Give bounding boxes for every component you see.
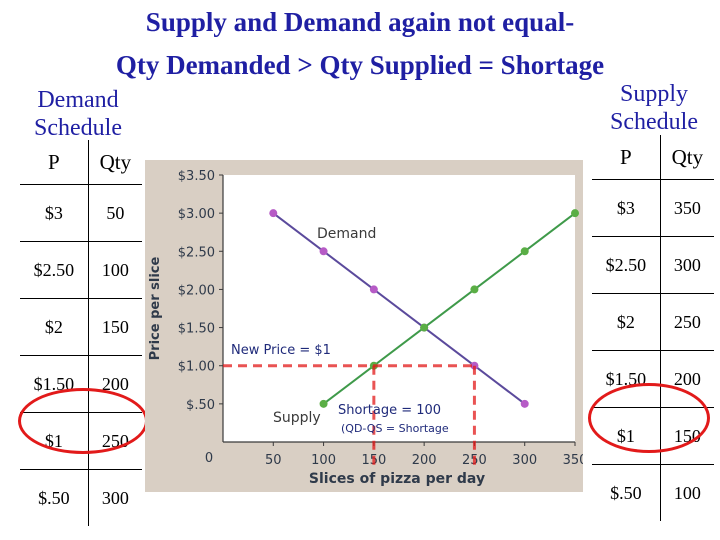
supply-row: $3 350 xyxy=(592,179,714,237)
supply-point xyxy=(520,247,529,256)
x-tick-label: 200 xyxy=(412,453,437,468)
x-tick-label: 100 xyxy=(311,453,336,468)
x-tick-label: 300 xyxy=(512,453,537,468)
supply-demand-chart: $3.50 $3.00 $2.50 $2.00 $1.50 $1.00 $.50 0 50 100… xyxy=(145,160,587,492)
demand-schedule-title-line-2: Schedule xyxy=(34,115,122,141)
demand-qty: 150 xyxy=(87,298,142,356)
supply-schedule-title: Supply Schedule xyxy=(596,80,712,136)
demand-schedule-header: P Qty xyxy=(20,140,142,185)
supply-point xyxy=(571,209,579,218)
supply-point xyxy=(470,285,479,294)
supply-price: $2 xyxy=(592,293,661,351)
supply-price: $3 xyxy=(616,197,635,218)
supply-point xyxy=(319,399,328,408)
demand-row: $2.50 100 xyxy=(20,241,142,299)
y-tick-label: $2.00 xyxy=(178,283,215,298)
supply-curve xyxy=(322,212,576,405)
supply-row: $2.50 300 xyxy=(592,236,714,294)
new-price-annotation: New Price = $1 xyxy=(231,343,331,358)
supply-qty: 100 xyxy=(659,464,714,521)
supply-qty: 350 xyxy=(659,179,714,237)
supply-qty: 250 xyxy=(659,293,714,351)
supply-header-price: P xyxy=(592,135,661,180)
chart-svg: $3.50 $3.00 $2.50 $2.00 $1.50 $1.00 $.50 0 50 100… xyxy=(145,160,587,492)
supply-price: $.50 xyxy=(592,464,661,521)
demand-schedule-table: P Qty $3 50 $2.50 100 $2 150 $1.50 200 $1 250… xyxy=(20,140,142,526)
demand-row: $2 150 xyxy=(20,298,142,356)
demand-curve-label: Demand xyxy=(317,226,376,242)
demand-row: $.50 300 xyxy=(20,469,142,526)
y-tick-label: $3.00 xyxy=(178,207,215,222)
supply-row: $.50 100 xyxy=(592,464,714,521)
supply-schedule-title-line-1: Supply xyxy=(619,81,688,107)
supply-schedule-title-line-2: Schedule xyxy=(610,109,698,135)
y-tick-label: $.50 xyxy=(186,398,215,413)
y-tick-label: $1.00 xyxy=(178,360,215,375)
shortage-note: (QD-QS = Shortage xyxy=(341,422,449,435)
title-line-1: Supply and Demand again not equal- xyxy=(145,7,575,37)
supply-schedule-header: P Qty xyxy=(592,135,714,180)
demand-point xyxy=(520,399,529,408)
supply-highlight-circle xyxy=(588,383,710,453)
origin-label: 0 xyxy=(205,451,213,466)
x-tick-label: 350 xyxy=(563,453,583,468)
supply-curve-label: Supply xyxy=(273,410,321,426)
demand-qty: 50 xyxy=(87,184,142,242)
supply-header-qty: Qty xyxy=(659,135,714,180)
y-axis-label: Price per slice xyxy=(148,256,163,360)
demand-highlight-circle xyxy=(18,388,148,454)
title-line-2: Qty Demanded > Qty Supplied = Shortage xyxy=(115,50,605,80)
supply-price: $2.50 xyxy=(592,236,661,294)
demand-qty: 100 xyxy=(87,241,142,299)
demand-point xyxy=(319,247,328,256)
supply-point xyxy=(420,323,429,332)
x-tick-label: 50 xyxy=(265,453,282,468)
y-tick-label: $2.50 xyxy=(178,245,215,260)
supply-row: $2 250 xyxy=(592,293,714,351)
demand-schedule-title-line-1: Demand xyxy=(37,87,119,113)
demand-price: $3 xyxy=(44,202,63,223)
y-tick-label: $3.50 xyxy=(178,169,215,184)
demand-point xyxy=(269,209,278,218)
shortage-annotation: Shortage = 100 xyxy=(338,403,441,418)
y-tick-label: $1.50 xyxy=(178,322,215,337)
supply-qty: 300 xyxy=(659,236,714,294)
demand-header-price: P xyxy=(20,140,89,185)
demand-point xyxy=(369,285,378,294)
demand-curve xyxy=(272,212,526,405)
demand-qty: 300 xyxy=(87,469,142,526)
demand-price: $2 xyxy=(20,298,89,356)
demand-header-qty: Qty xyxy=(87,140,142,185)
demand-price: $2.50 xyxy=(20,241,89,299)
demand-price: $.50 xyxy=(20,469,89,526)
x-axis-label: Slices of pizza per day xyxy=(309,471,485,487)
supply-schedule-table: P Qty $3 350 $2.50 300 $2 250 $1.50 200 $1 15… xyxy=(592,135,714,521)
demand-schedule-title: Demand Schedule xyxy=(22,86,134,142)
demand-row: $3 50 xyxy=(20,184,142,242)
